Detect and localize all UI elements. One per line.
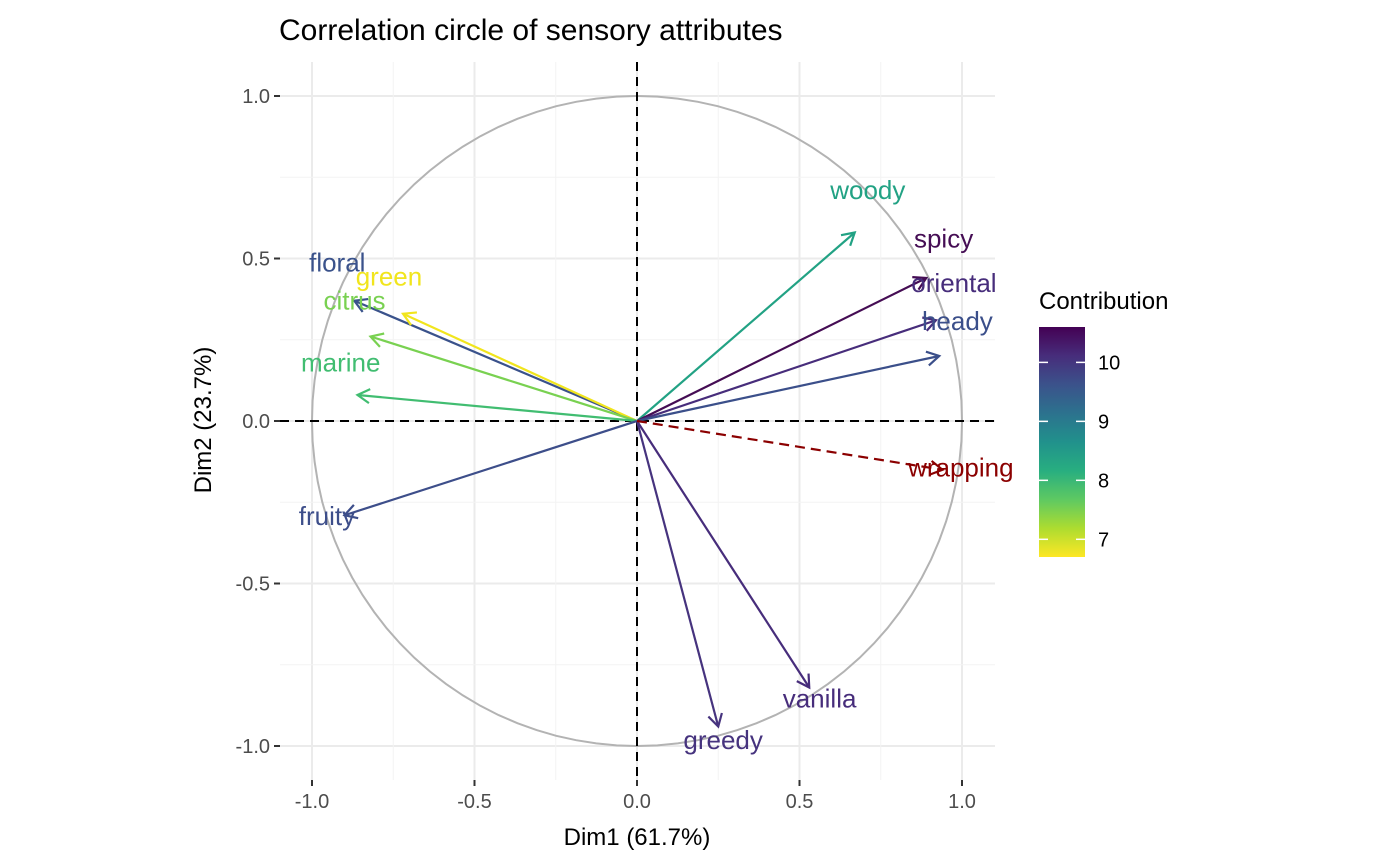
arrow-greedy — [635, 420, 723, 729]
label-citrus: citrus — [323, 285, 385, 315]
legend-tick-label: 10 — [1098, 352, 1120, 374]
arrow-head-woody — [840, 231, 857, 247]
arrow-floral — [352, 297, 638, 423]
plot-panel: woody spicy oriental heady floralgreencitrus… — [280, 62, 1014, 780]
arrow-head-heady — [925, 350, 942, 367]
arrow-citrus — [368, 332, 638, 423]
x-tick-label: 1.0 — [948, 791, 976, 813]
arrow-oriental — [636, 316, 939, 423]
variable-labels: woody spicy oriental heady floralgreencitrus… — [299, 175, 1014, 755]
arrow-shaft-fruity — [344, 419, 638, 517]
arrow-head-green — [401, 311, 418, 326]
x-tick-label: -1.0 — [295, 791, 329, 813]
legend-tick-label: 8 — [1098, 470, 1109, 492]
label-spicy: spicy — [914, 223, 973, 253]
arrow-shaft-citrus — [370, 335, 638, 423]
x-tick-label: -0.5 — [457, 791, 491, 813]
y-tick-label: -0.5 — [236, 574, 270, 596]
arrow-shaft-green — [402, 312, 638, 422]
legend-colorbar — [1039, 327, 1085, 557]
y-tick-label: -1.0 — [236, 736, 270, 758]
arrow-shaft-woody — [636, 231, 856, 422]
y-tick-label: 0.0 — [242, 411, 270, 433]
legend-ticks: 7 8 9 10 — [1039, 352, 1120, 551]
label-heady: heady — [922, 306, 993, 336]
y-axis: -1.0 -0.5 0.0 0.5 1.0 — [236, 86, 280, 758]
label-woody: woody — [829, 175, 905, 205]
label-marine: marine — [301, 347, 380, 377]
arrow-shaft-oriental — [636, 319, 937, 423]
y-tick-label: 1.0 — [242, 86, 270, 108]
y-axis-title: Dim2 (23.7%) — [190, 347, 217, 494]
arrow-head-marine — [355, 388, 371, 404]
arrow-marine — [355, 388, 638, 423]
y-tick-label: 0.5 — [242, 249, 270, 271]
legend-tick-label: 7 — [1098, 529, 1109, 551]
label-green: green — [356, 261, 423, 291]
arrow-head-wrapping — [929, 460, 945, 476]
arrow-shaft-marine — [357, 393, 638, 423]
label-vanilla: vanilla — [783, 683, 857, 713]
arrow-green — [401, 311, 638, 422]
arrow-wrapping — [636, 419, 945, 476]
x-axis: -1.0 -0.5 0.0 0.5 1.0 — [295, 780, 976, 813]
label-greedy: greedy — [683, 725, 763, 755]
arrow-head-oriental — [922, 316, 939, 332]
label-fruity: fruity — [299, 501, 355, 531]
arrow-shaft-floral — [353, 299, 638, 423]
arrow-fruity — [342, 419, 638, 520]
variable-arrows — [342, 231, 945, 729]
arrow-shaft-heady — [636, 354, 940, 423]
arrow-spicy — [636, 276, 929, 422]
arrow-woody — [636, 231, 857, 422]
label-floral: floral — [309, 248, 365, 278]
legend-tick-label: 9 — [1098, 411, 1109, 433]
arrow-head-greedy — [707, 712, 723, 729]
legend-title: Contribution — [1039, 288, 1168, 315]
arrow-vanilla — [636, 420, 811, 690]
label-wrapping: wrapping — [907, 453, 1014, 483]
arrow-head-fruity — [342, 504, 359, 520]
arrow-shaft-greedy — [635, 420, 720, 727]
arrow-shaft-spicy — [636, 277, 927, 422]
arrow-head-vanilla — [796, 673, 811, 690]
arrow-shaft-vanilla — [636, 420, 811, 689]
arrow-head-spicy — [912, 276, 929, 291]
x-axis-title: Dim1 (61.7%) — [564, 824, 711, 851]
contribution-legend: Contribution 7 8 9 10 — [1039, 288, 1168, 557]
arrow-head-citrus — [368, 332, 385, 348]
chart-title: Correlation circle of sensory attributes — [279, 14, 783, 47]
label-oriental: oriental — [911, 268, 996, 298]
arrow-head-floral — [352, 297, 369, 313]
arrow-heady — [636, 350, 942, 423]
x-tick-label: 0.5 — [786, 791, 814, 813]
arrow-shaft-wrapping — [636, 419, 943, 471]
x-tick-label: 0.0 — [623, 791, 651, 813]
